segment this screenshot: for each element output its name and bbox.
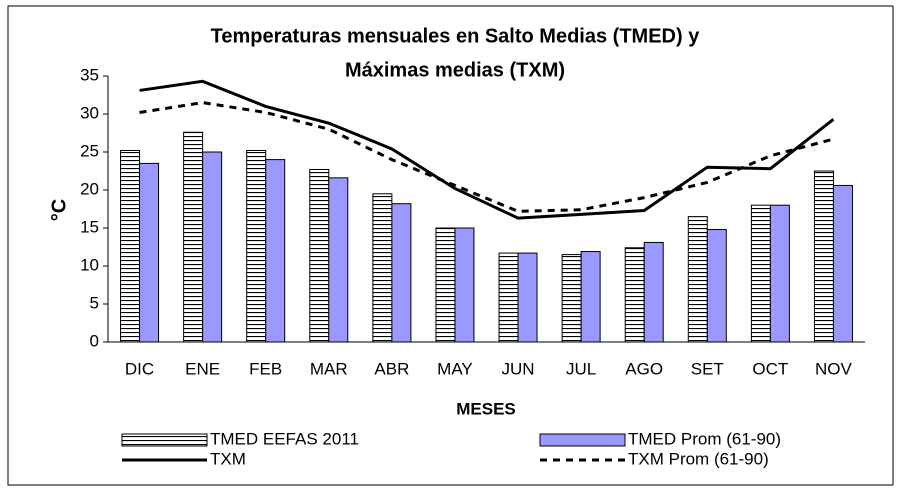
bar [265, 159, 286, 343]
x-axis-title: MESES [456, 399, 516, 418]
bar [643, 241, 664, 343]
line [139, 79, 835, 220]
x-tick-label: DIC [125, 359, 154, 378]
y-tick-label: 0 [90, 331, 99, 350]
y-tick-label: 15 [80, 217, 99, 236]
bar [706, 229, 727, 343]
x-tick-label: MAY [437, 359, 473, 378]
bar [750, 204, 771, 343]
x-tick-label: NOV [815, 359, 853, 378]
x-tick-label: FEB [249, 359, 282, 378]
x-tick-label: JUL [566, 359, 596, 378]
legend-label: TMED Prom (61-90) [628, 429, 781, 448]
y-tick-label: 20 [80, 179, 99, 198]
bar [328, 177, 349, 343]
bar [624, 247, 645, 343]
bar [202, 151, 223, 343]
x-tick-label: ENE [185, 359, 220, 378]
bar [813, 170, 834, 343]
bar [391, 203, 412, 343]
x-tick-label: OCT [752, 359, 788, 378]
y-tick-label: 30 [80, 103, 99, 122]
bar [372, 193, 393, 343]
bar [832, 184, 853, 343]
bar [454, 227, 475, 343]
bar [580, 251, 601, 343]
chart-title: Temperaturas mensuales en Salto Medias (… [211, 25, 701, 47]
legend-label: TMED EEFAS 2011 [210, 429, 359, 448]
y-tick-label: 5 [90, 293, 99, 312]
bar [120, 149, 141, 343]
legend-swatch [121, 433, 208, 447]
y-tick-label: 10 [80, 255, 99, 274]
chart-title: Máximas medias (TXM) [345, 59, 565, 81]
x-tick-label: MAR [310, 359, 348, 378]
legend-swatch [539, 433, 626, 447]
line [139, 101, 834, 213]
bar [498, 252, 519, 343]
y-axis-title: °C [48, 199, 70, 221]
x-tick-label: AGO [625, 359, 663, 378]
y-tick-label: 25 [80, 141, 99, 160]
y-tick-label: 35 [80, 65, 99, 84]
bar [561, 254, 582, 343]
legend-label: TXM Prom (61-90) [628, 449, 769, 468]
bar [769, 204, 790, 343]
bar [246, 149, 267, 343]
bar [517, 252, 538, 343]
legend-label: TXM [210, 449, 246, 468]
x-tick-label: ABR [374, 359, 409, 378]
bar [309, 168, 330, 343]
bar [687, 216, 708, 343]
bar [435, 227, 456, 343]
bar [183, 131, 204, 343]
bar [139, 162, 160, 343]
x-tick-label: SET [691, 359, 724, 378]
x-tick-label: JUN [502, 359, 535, 378]
